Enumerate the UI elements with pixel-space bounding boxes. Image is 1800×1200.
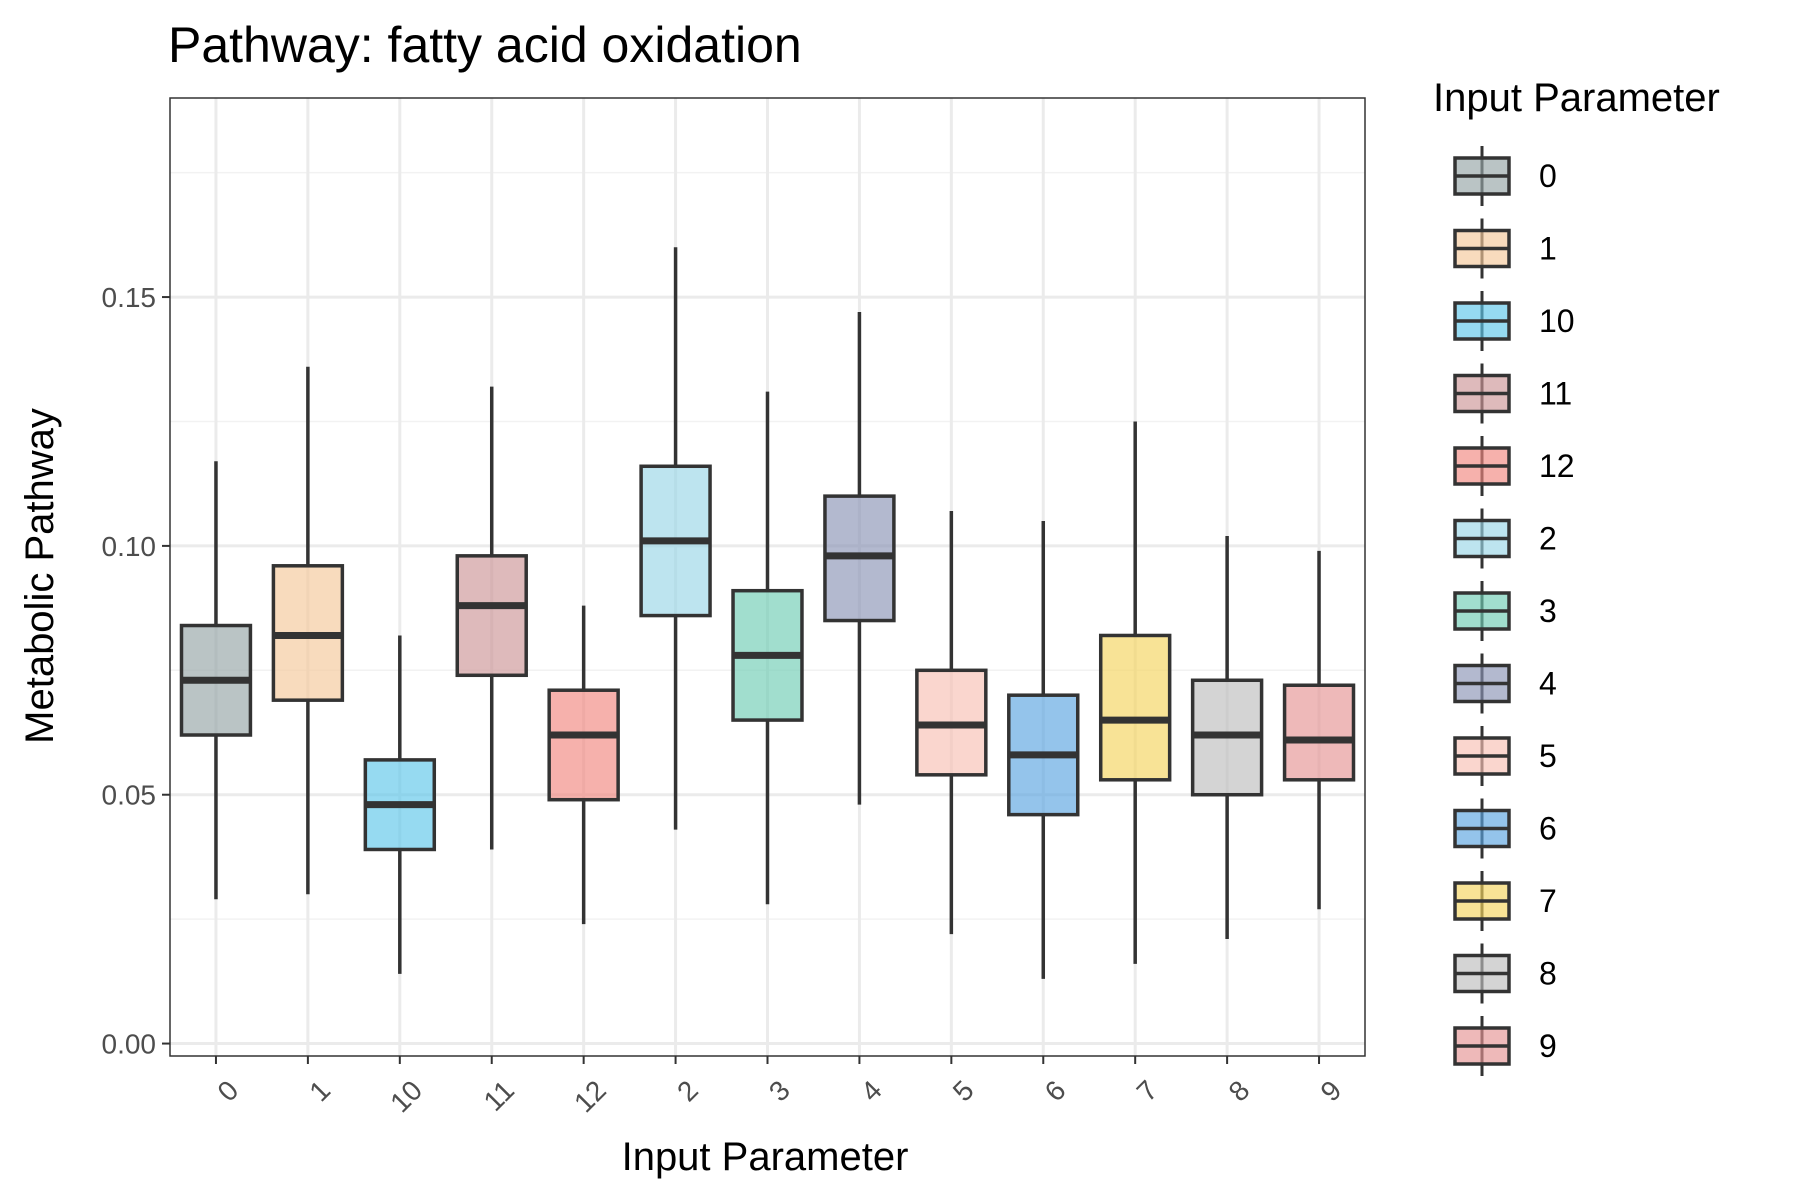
legend-item-9: 9 bbox=[1453, 1016, 1557, 1076]
legend-item-2: 2 bbox=[1453, 508, 1557, 569]
x-tick-label: 3 bbox=[763, 1074, 796, 1107]
box-11 bbox=[455, 554, 528, 678]
box-group-9 bbox=[1282, 550, 1356, 910]
x-tick-label: 11 bbox=[478, 1074, 520, 1116]
legend: Input Parameter 0 1 10 11 12 2 3 4 5 6 7 8 9 bbox=[1433, 76, 1720, 1076]
box-group-10 bbox=[363, 635, 437, 974]
box-group-4 bbox=[823, 311, 896, 805]
box-group-2 bbox=[639, 247, 712, 830]
legend-item-4: 4 bbox=[1453, 653, 1557, 714]
legend-item-7: 7 bbox=[1453, 871, 1557, 931]
y-tick-label: 0.10 bbox=[102, 531, 157, 562]
legend-item-1: 1 bbox=[1453, 218, 1557, 279]
x-tick-label: 1 bbox=[303, 1074, 336, 1107]
box-group-0 bbox=[179, 461, 253, 900]
legend-label: 7 bbox=[1539, 883, 1557, 919]
x-tick-label: 10 bbox=[384, 1074, 428, 1118]
y-tick-label: 0.15 bbox=[102, 282, 157, 313]
legend-item-6: 6 bbox=[1453, 798, 1557, 859]
y-axis-title: Metabolic Pathway bbox=[18, 408, 62, 744]
x-tick-label: 4 bbox=[855, 1074, 888, 1107]
legend-label: 6 bbox=[1539, 811, 1557, 847]
chart-title: Pathway: fatty acid oxidation bbox=[168, 17, 802, 73]
legend-label: 3 bbox=[1539, 593, 1557, 629]
legend-item-5: 5 bbox=[1453, 726, 1557, 786]
legend-item-12: 12 bbox=[1453, 436, 1575, 496]
box-series bbox=[179, 247, 1356, 979]
legend-item-3: 3 bbox=[1453, 581, 1557, 641]
legend-item-11: 11 bbox=[1453, 363, 1572, 424]
y-tick-label: 0.05 bbox=[102, 780, 157, 811]
box-7 bbox=[1098, 633, 1172, 782]
legend-item-0: 0 bbox=[1453, 146, 1557, 206]
x-tick-label: 12 bbox=[568, 1074, 612, 1118]
legend-title: Input Parameter bbox=[1433, 76, 1720, 120]
legend-item-8: 8 bbox=[1453, 943, 1557, 1004]
legend-item-10: 10 bbox=[1453, 291, 1575, 351]
x-tick-label: 8 bbox=[1223, 1074, 1256, 1107]
legend-label: 11 bbox=[1539, 376, 1572, 412]
legend-label: 4 bbox=[1539, 666, 1557, 702]
legend-label: 5 bbox=[1539, 738, 1557, 774]
box-9 bbox=[1282, 683, 1356, 782]
legend-label: 0 bbox=[1539, 158, 1557, 194]
box-group-8 bbox=[1190, 535, 1264, 940]
x-tick-label: 7 bbox=[1131, 1074, 1164, 1107]
box-group-7 bbox=[1098, 421, 1172, 964]
x-tick-label: 2 bbox=[671, 1074, 704, 1107]
y-tick-label: 0.00 bbox=[102, 1029, 157, 1060]
legend-label: 9 bbox=[1539, 1028, 1557, 1064]
x-tick-label: 5 bbox=[947, 1074, 980, 1107]
box-group-3 bbox=[731, 391, 804, 905]
box-group-6 bbox=[1007, 521, 1080, 979]
box-group-12 bbox=[547, 605, 620, 925]
y-axis: 0.00 0.05 0.10 0.15 bbox=[102, 282, 170, 1060]
legend-label: 2 bbox=[1539, 521, 1557, 557]
legend-label: 12 bbox=[1539, 448, 1575, 484]
box-group-1 bbox=[271, 366, 345, 895]
x-tick-label: 0 bbox=[211, 1074, 244, 1107]
x-tick-label: 9 bbox=[1314, 1074, 1347, 1107]
legend-label: 10 bbox=[1539, 303, 1575, 339]
box-group-5 bbox=[915, 511, 988, 935]
x-axis: 0 1 10 11 12 2 3 4 5 6 7 8 9 bbox=[211, 1056, 1347, 1118]
x-axis-title: Input Parameter bbox=[622, 1135, 909, 1179]
legend-label: 1 bbox=[1539, 231, 1557, 267]
x-tick-label: 6 bbox=[1039, 1074, 1072, 1107]
box-12 bbox=[547, 688, 620, 802]
box-group-11 bbox=[455, 386, 528, 850]
legend-label: 8 bbox=[1539, 956, 1557, 992]
